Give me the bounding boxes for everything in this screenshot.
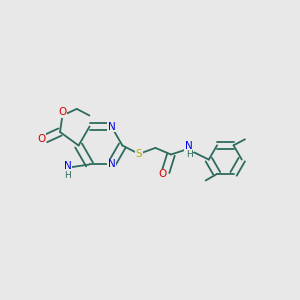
Text: N: N [108, 122, 115, 131]
Text: N: N [64, 161, 71, 171]
Text: N: N [185, 141, 193, 151]
Text: S: S [136, 149, 142, 159]
Text: H: H [186, 150, 192, 159]
Text: H: H [64, 171, 71, 180]
Text: O: O [58, 107, 67, 117]
Text: O: O [158, 169, 167, 179]
Text: N: N [108, 160, 115, 170]
Text: O: O [37, 134, 45, 144]
